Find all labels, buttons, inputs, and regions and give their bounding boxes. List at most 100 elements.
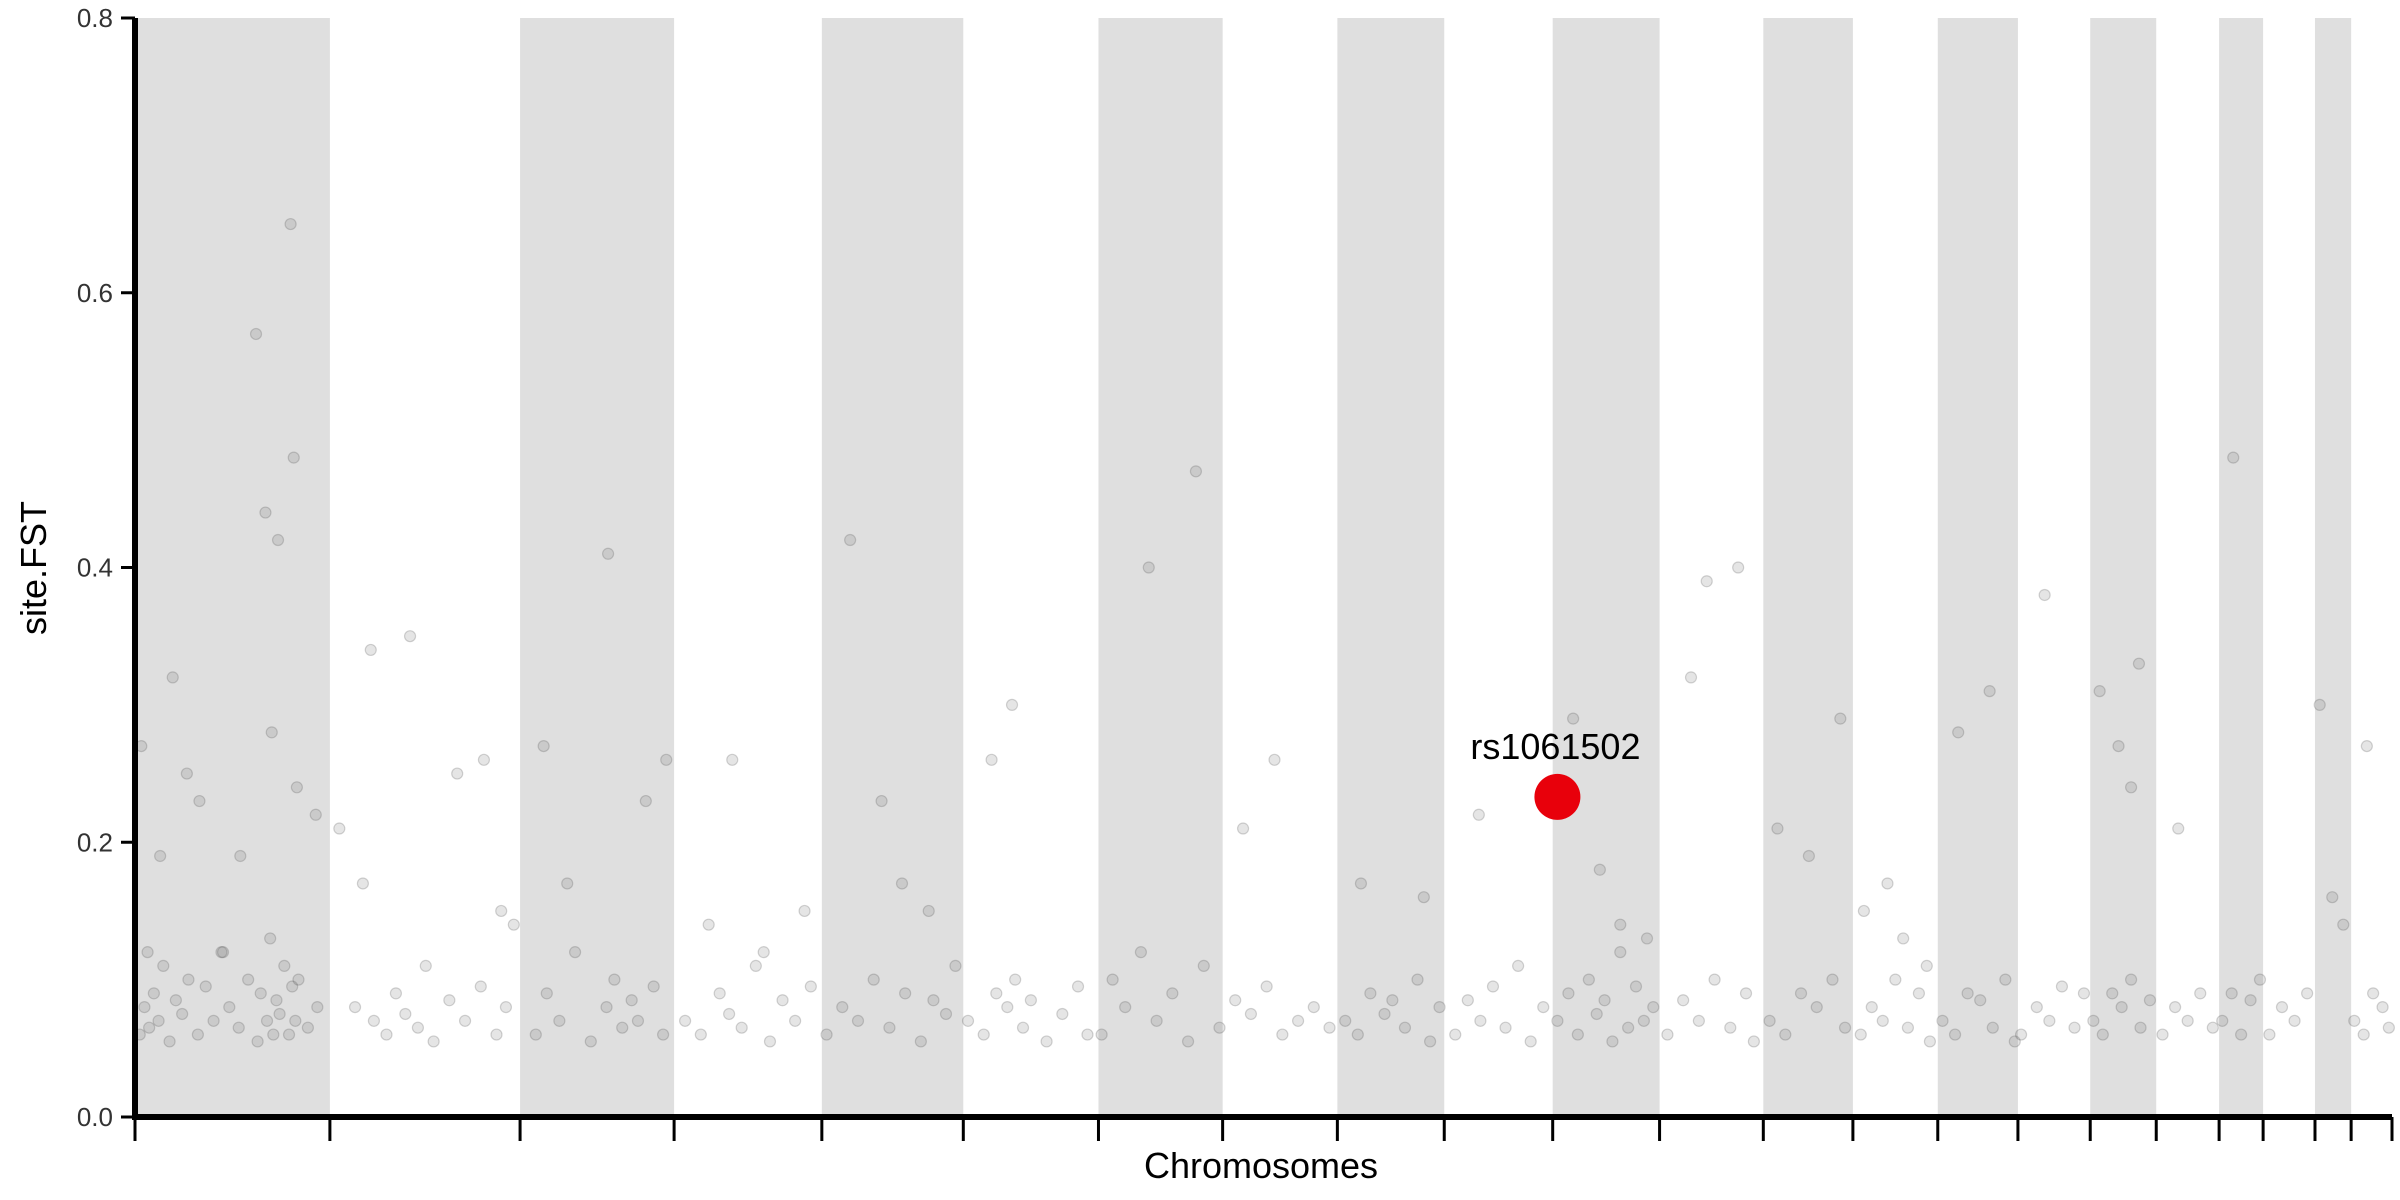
snp-point [1142, 561, 1155, 574]
snp-point [726, 753, 739, 766]
snp-point [1009, 973, 1022, 986]
snp-point [1386, 994, 1399, 1007]
snp-point [215, 946, 228, 959]
snp-point [2134, 1021, 2147, 1034]
snp-point [265, 726, 278, 739]
snp-point [2156, 1028, 2169, 1041]
snp-point [1364, 987, 1377, 1000]
snp-point [1213, 1021, 1226, 1034]
snp-point [1593, 863, 1606, 876]
snp-point [1106, 973, 1119, 986]
snp-point [1732, 561, 1745, 574]
snp-point [1614, 918, 1627, 931]
snp-point [2068, 1021, 2081, 1034]
snp-point [2194, 987, 2207, 1000]
snp-point [411, 1021, 425, 1034]
chromosome-band-1 [135, 18, 330, 1117]
snp-point [1351, 1028, 1364, 1041]
snp-point [199, 980, 212, 993]
snp-point [1598, 994, 1611, 1007]
snp-point [1472, 808, 1485, 821]
snp-point [922, 904, 935, 918]
snp-point [1268, 753, 1281, 766]
snp-point [2337, 918, 2350, 931]
snp-point [499, 1000, 513, 1014]
snp-point [2077, 987, 2091, 1000]
snp-point [1461, 994, 1474, 1007]
snp-point [1637, 1014, 1650, 1027]
snp-point [1923, 1035, 1937, 1048]
snp-point [176, 1007, 189, 1021]
snp-point [660, 753, 673, 766]
snp-point [1771, 822, 1784, 835]
snp-point [364, 643, 377, 657]
snp-point [270, 994, 283, 1007]
snp-point [723, 1007, 736, 1021]
snp-point [1692, 1014, 1705, 1027]
snp-point [914, 1035, 927, 1048]
x-axis-title: Chromosomes [1144, 1145, 1378, 1186]
snp-point [1323, 1021, 1336, 1034]
snp-point [1802, 849, 1815, 863]
snp-point [2014, 1028, 2028, 1041]
snp-point [2087, 1014, 2100, 1027]
snp-point [600, 1000, 613, 1014]
snp-point [1181, 1035, 1195, 1048]
snp-point [1512, 959, 1525, 972]
snp-point [820, 1028, 833, 1041]
snp-point [2263, 1028, 2276, 1041]
y-tick-label-3: 0.6 [77, 278, 113, 308]
snp-point [927, 994, 940, 1007]
snp-point [301, 1021, 314, 1034]
snp-point [1901, 1021, 1915, 1034]
snp-point [264, 932, 277, 945]
snp-point [977, 1028, 990, 1041]
snp-point [1551, 1014, 1564, 1027]
snp-point [2030, 1000, 2043, 1014]
snp-point [763, 1035, 777, 1048]
snp-point [1119, 1000, 1132, 1014]
snp-point [1629, 980, 1643, 993]
snp-point [141, 946, 154, 959]
snp-point [1417, 891, 1430, 904]
snp-point [2106, 987, 2119, 1000]
axes [132, 18, 2392, 1120]
chromosome-band-19 [2219, 18, 2264, 1117]
snp-point [1433, 1000, 1446, 1014]
snp-point [749, 959, 762, 972]
snp-point [1779, 1028, 1792, 1041]
chromosome-band-11 [1552, 18, 1660, 1117]
snp-point [694, 1028, 707, 1041]
snp-point [2169, 1000, 2182, 1014]
snp-point [427, 1035, 440, 1048]
snp-point [2038, 588, 2051, 602]
snp-point [1398, 1021, 1412, 1034]
snp-point [143, 1021, 156, 1034]
snp-point [1474, 1014, 1487, 1027]
snp-point [419, 959, 432, 972]
snp-point [1005, 698, 1019, 711]
snp-point [1166, 987, 1179, 1000]
chromosome-band-7 [1098, 18, 1223, 1117]
snp-point [216, 946, 230, 959]
snp-point [507, 918, 520, 931]
snp-point [1854, 1028, 1867, 1041]
chromosome-bands [135, 18, 2352, 1117]
snp-point [568, 946, 582, 959]
snp-point [458, 1014, 472, 1027]
chromosome-band-21 [2314, 18, 2352, 1117]
snp-point [223, 1000, 236, 1014]
x-ticks [133, 1117, 2394, 1141]
snp-point [1810, 1000, 1823, 1014]
snp-point [234, 849, 247, 863]
snp-point [939, 1007, 953, 1021]
chromosome-band-5 [821, 18, 964, 1117]
snp-point [1647, 1000, 1660, 1014]
snp-point [1001, 1000, 1014, 1014]
snp-point [1983, 685, 1996, 698]
snp-point [495, 904, 508, 918]
snp-point [289, 1014, 302, 1027]
snp-point [2115, 1000, 2128, 1014]
snp-points [133, 217, 2395, 1048]
snp-point [1411, 973, 1424, 986]
